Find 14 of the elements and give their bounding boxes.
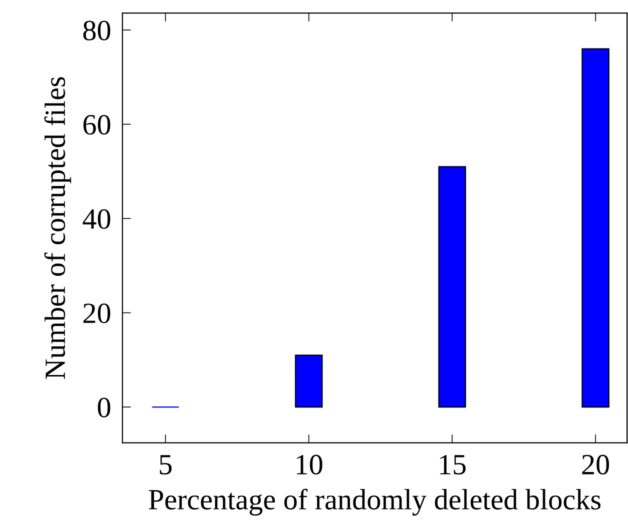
y-tick-label: 40 — [82, 209, 110, 229]
x-axis-title: Percentage of randomly deleted blocks — [148, 488, 600, 516]
y-tick-label: 80 — [83, 20, 110, 40]
x-tick-label: 15 — [440, 454, 466, 474]
y-tick-label: 20 — [83, 303, 110, 324]
bar — [582, 48, 610, 408]
y-tick-label: 0 — [98, 398, 110, 418]
x-tick-label: 20 — [582, 454, 609, 474]
bar — [294, 354, 323, 408]
bar — [438, 166, 466, 408]
x-tick-label: 10 — [296, 454, 322, 474]
y-axis-title: Number of corrupted files — [44, 77, 72, 379]
x-tick-label: 5 — [160, 455, 172, 474]
y-tick-label: 60 — [83, 114, 110, 135]
